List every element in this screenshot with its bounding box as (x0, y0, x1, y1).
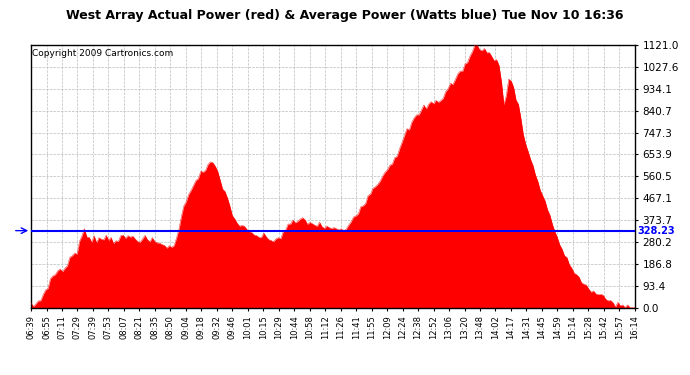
Text: Copyright 2009 Cartronics.com: Copyright 2009 Cartronics.com (32, 49, 173, 58)
Text: 328.23: 328.23 (638, 226, 676, 236)
Text: West Array Actual Power (red) & Average Power (Watts blue) Tue Nov 10 16:36: West Array Actual Power (red) & Average … (66, 9, 624, 22)
